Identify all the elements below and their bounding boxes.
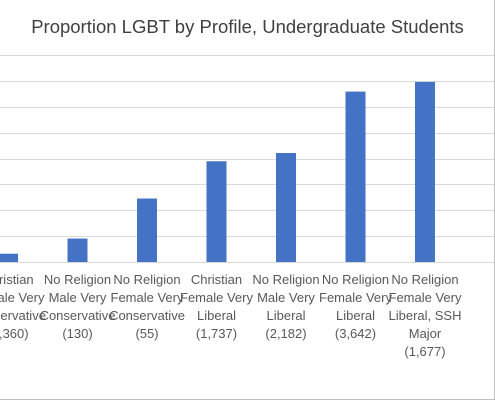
bar-1: [67, 238, 88, 262]
bar-5: [345, 91, 366, 262]
gridlines: [0, 55, 495, 263]
category-label-3: Christian Female Very Liberal (1,737): [180, 272, 253, 341]
bar-0: [0, 253, 18, 262]
bar-2: [137, 198, 157, 262]
category-label-6: No Religion Female Very Liberal, SSH Major(…: [389, 272, 462, 359]
bars: [0, 81, 435, 262]
bar-3: [206, 161, 227, 262]
category-label-4: No Religion Male Very Liberal (2,182): [252, 272, 319, 341]
bar-4: [276, 152, 296, 262]
category-label-2: No Religion Female Very Conservative (55): [109, 272, 185, 341]
category-label-1: No Religion Male Very Conservative (130): [40, 272, 116, 341]
chart-title: Proportion LGBT by Profile, Undergraduat…: [31, 16, 464, 37]
category-label-5: No Religion Female Very Liberal (3,642): [319, 272, 392, 341]
bar-6: [415, 81, 435, 262]
